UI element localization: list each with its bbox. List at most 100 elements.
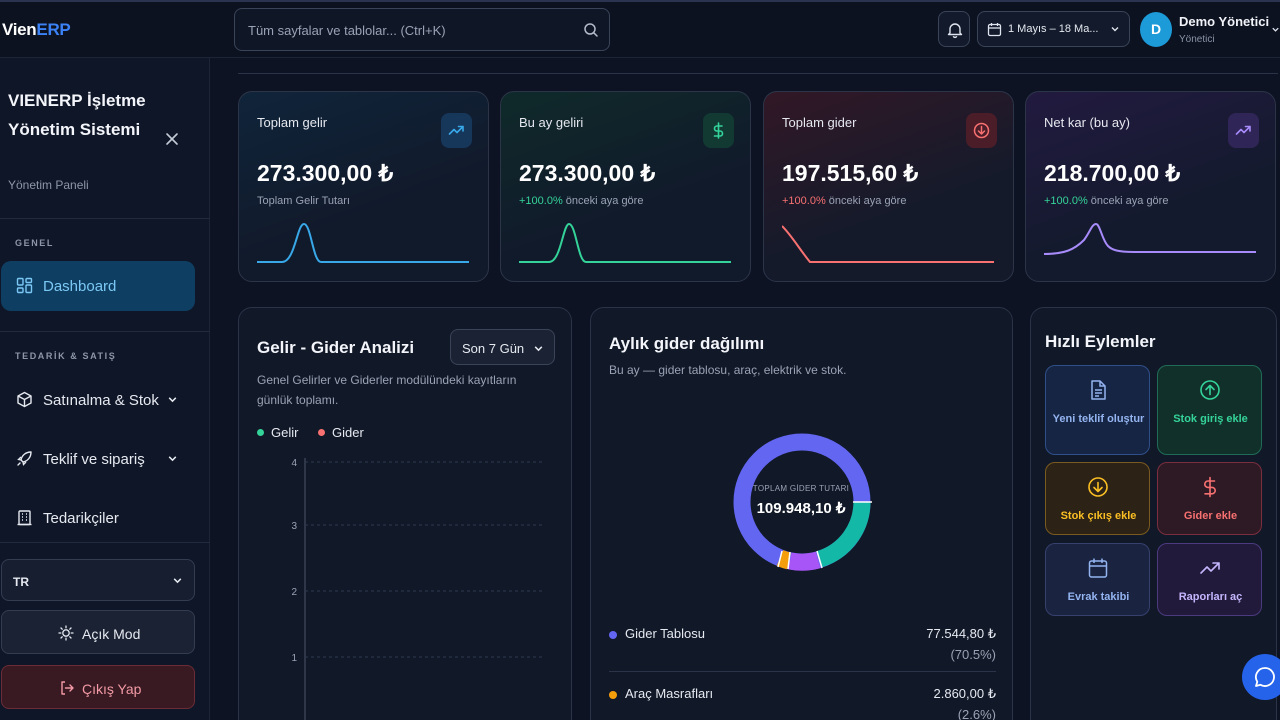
divider — [238, 73, 1278, 74]
stat-card-month-income: Bu ay geliri 273.300,00 ₺ +100.0% önceki… — [500, 91, 751, 282]
donut-center-value: 109.948,10 ₺ — [756, 500, 846, 517]
logout-label: Çıkış Yap — [82, 681, 142, 697]
stat-icon-box — [966, 113, 997, 148]
category-amount: 2.860,00 ₺ — [933, 686, 997, 701]
expense-distribution-panel: Aylık gider dağılımı Bu ay — gider tablo… — [590, 307, 1013, 720]
sidebar-item-suppliers[interactable]: Tedarikçiler — [1, 496, 195, 540]
sidebar: VIENERP İşletme Yönetim Sistemi Yönetim … — [0, 58, 210, 720]
logout-icon — [61, 681, 74, 695]
app-logo[interactable]: VienERP — [2, 20, 71, 39]
period-select[interactable]: Son 7 Gün — [450, 329, 555, 365]
theme-toggle-label: Açık Mod — [82, 626, 141, 642]
chat-icon — [1255, 667, 1275, 687]
stat-subtitle: +100.0% önceki aya göre — [519, 195, 644, 207]
theme-toggle-button[interactable]: Açık Mod — [1, 610, 195, 654]
sidebar-item-label: Satınalma & Stok — [43, 392, 159, 409]
trend-up-icon — [1235, 125, 1251, 135]
sidebar-item-label: Tedarikçiler — [43, 510, 119, 527]
rocket-icon — [17, 451, 32, 466]
quick-action-label: Yeni teklif oluştur — [1052, 413, 1145, 425]
search-placeholder: Tüm sayfalar ve tablolar... (Ctrl+K) — [248, 23, 446, 38]
stat-change: +100.0% — [1044, 195, 1088, 207]
sidebar-item-offers-orders[interactable]: Teklif ve sipariş — [1, 437, 195, 481]
chevron-down-icon — [168, 456, 177, 462]
legend-expense: Gider — [318, 425, 364, 440]
user-name[interactable]: Demo Yönetici — [1179, 14, 1270, 29]
y-tick: 4 — [291, 458, 297, 469]
stat-card-total-income: Toplam gelir 273.300,00 ₺ Toplam Gelir T… — [238, 91, 489, 282]
chevron-down-icon — [173, 578, 182, 584]
add-expense-button[interactable]: Gider ekle — [1157, 462, 1262, 535]
legend-income: Gelir — [257, 425, 298, 440]
category-name: Araç Masrafları — [625, 686, 714, 701]
category-name: Gider Tablosu — [625, 626, 705, 641]
stat-value: 273.300,00 ₺ — [257, 160, 394, 186]
quick-action-label: Gider ekle — [1183, 510, 1238, 522]
arrow-down-circle-icon — [973, 122, 990, 139]
sparkline — [519, 222, 731, 263]
chevron-down-icon[interactable] — [1271, 25, 1280, 34]
sidebar-item-purchasing[interactable]: Satınalma & Stok — [1, 378, 195, 422]
stat-change: +100.0% — [782, 195, 826, 207]
calendar-icon — [1088, 558, 1108, 578]
y-tick: 1 — [291, 653, 297, 664]
trend-up-icon — [448, 125, 464, 135]
bell-icon — [947, 23, 963, 39]
donut-center-label: TOPLAM GİDER TUTARI — [752, 484, 850, 493]
stat-value: 218.700,00 ₺ — [1044, 160, 1181, 186]
sun-icon — [58, 625, 74, 641]
panel-title: Hızlı Eylemler — [1045, 332, 1156, 351]
stock-out-button[interactable]: Stok çıkış ekle — [1045, 462, 1150, 535]
language-select[interactable]: TR — [1, 559, 195, 601]
panel-title: Aylık gider dağılımı — [609, 334, 765, 353]
y-tick: 2 — [291, 587, 297, 598]
open-reports-button[interactable]: Raporları aç — [1157, 543, 1262, 616]
stat-title: Toplam gelir — [257, 115, 328, 130]
section-label-general: GENEL — [15, 238, 55, 248]
trend-icon — [1200, 562, 1220, 574]
category-amount: 77.544,80 ₺ — [926, 626, 996, 641]
stat-value: 197.515,60 ₺ — [782, 160, 919, 186]
sparkline — [782, 225, 994, 263]
logout-button[interactable]: Çıkış Yap — [1, 665, 195, 709]
sidebar-item-label: Teklif ve sipariş — [43, 451, 145, 468]
date-range-picker[interactable]: 1 Mayıs – 18 Ma... — [977, 11, 1130, 47]
arrow-down-circle-icon — [1088, 477, 1108, 497]
date-range-label: 1 Mayıs – 18 Ma... — [1008, 23, 1099, 35]
stat-title: Bu ay geliri — [519, 115, 584, 130]
global-search-input[interactable]: Tüm sayfalar ve tablolar... (Ctrl+K) — [234, 8, 610, 51]
stat-change: +100.0% — [519, 195, 563, 207]
chevron-down-icon — [534, 346, 543, 352]
chevron-down-icon — [168, 397, 177, 403]
stat-card-net-profit: Net kar (bu ay) 218.700,00 ₺ +100.0% önc… — [1025, 91, 1276, 282]
sidebar-item-dashboard[interactable]: Dashboard — [1, 261, 195, 311]
divider — [0, 218, 210, 219]
arrow-up-circle-icon — [1200, 380, 1220, 400]
stat-icon-box — [1228, 113, 1259, 148]
divider — [609, 671, 996, 672]
stock-in-button[interactable]: Stok giriş ekle — [1157, 365, 1262, 455]
new-offer-button[interactable]: Yeni teklif oluştur — [1045, 365, 1150, 455]
quick-action-label: Stok çıkış ekle — [1060, 510, 1137, 522]
calendar-icon — [987, 23, 1002, 37]
sparkline — [1044, 222, 1256, 255]
stat-subtitle: +100.0% önceki aya göre — [782, 195, 907, 207]
period-value: Son 7 Gün — [462, 341, 525, 356]
stat-icon-box — [441, 113, 472, 148]
chevron-down-icon — [1111, 27, 1119, 32]
notifications-button[interactable] — [938, 11, 970, 47]
expense-donut-chart — [733, 433, 872, 571]
close-icon[interactable] — [163, 130, 181, 148]
sparkline — [257, 222, 469, 263]
chat-button[interactable] — [1242, 654, 1280, 700]
income-expense-panel: Gelir - Gider Analizi Son 7 Gün Genel Ge… — [238, 307, 572, 720]
avatar[interactable]: D — [1140, 12, 1172, 47]
panel-description: Bu ay — gider tablosu, araç, elektrik ve… — [609, 363, 847, 377]
document-tracking-button[interactable]: Evrak takibi — [1045, 543, 1150, 616]
app-subtitle: Yönetim Paneli — [8, 178, 89, 192]
box-icon — [17, 391, 32, 408]
building-icon — [17, 510, 32, 526]
y-tick: 3 — [291, 521, 297, 532]
app-name: VIENERP İşletme Yönetim Sistemi — [8, 91, 146, 139]
divider — [0, 542, 210, 543]
